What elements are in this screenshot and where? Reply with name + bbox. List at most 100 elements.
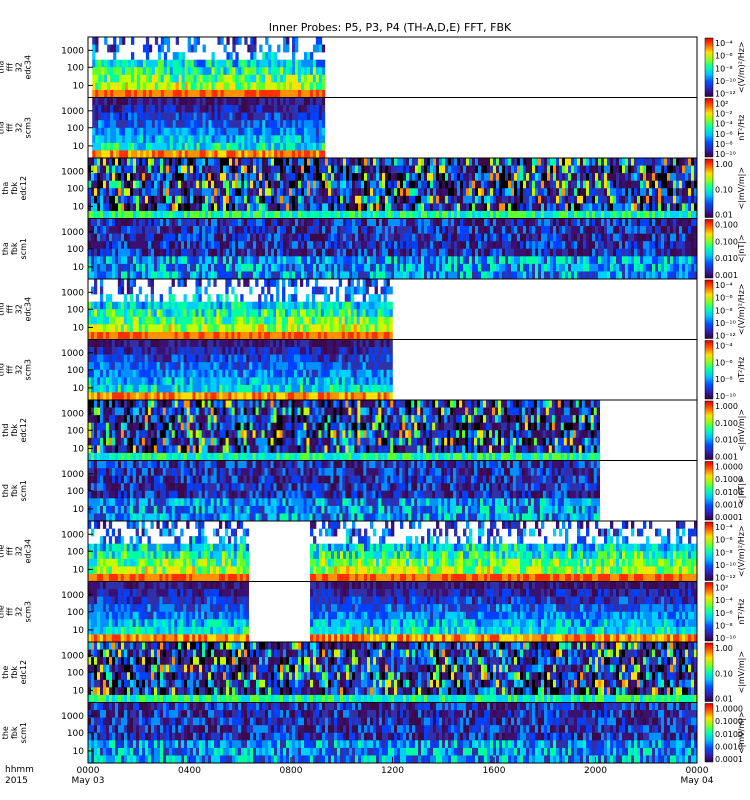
spectrogram-cell — [205, 74, 209, 83]
spectrogram-cell — [166, 105, 171, 113]
spectrogram-cell — [628, 248, 632, 257]
spectrogram-cell — [301, 210, 305, 219]
spectrogram-cell — [691, 188, 695, 197]
spectrogram-cell — [562, 241, 566, 250]
spectrogram-cell — [406, 195, 410, 204]
spectrogram-cell — [688, 173, 692, 181]
spectrogram-cell — [95, 150, 99, 159]
spectrogram-cell — [311, 324, 316, 333]
spectrogram-cell — [325, 173, 329, 181]
spectrogram-cell — [271, 142, 275, 151]
spectrogram-cell — [91, 203, 95, 212]
spectrogram-cell — [160, 203, 164, 212]
spectrogram-cell — [217, 158, 221, 166]
spectrogram-cell — [364, 195, 368, 204]
spectrogram-cell — [496, 226, 500, 234]
spectrogram-cell — [142, 271, 146, 280]
spectrogram-cell — [262, 59, 266, 68]
spectrogram-cell — [667, 180, 671, 189]
spectrogram-cell — [183, 324, 187, 333]
spectrogram-cell — [418, 188, 422, 197]
spectrogram-cell — [505, 263, 509, 272]
spectrogram-cell — [550, 248, 554, 257]
spectrogram-cell — [283, 271, 287, 280]
spectrogram-cell — [175, 89, 180, 98]
spectrogram-cell — [172, 173, 176, 181]
spectrogram-cell — [317, 331, 322, 340]
spectrogram-cell — [235, 59, 239, 68]
spectrogram-cell — [367, 158, 371, 166]
colorbar-tick-label: 1.00 — [715, 160, 733, 169]
spectrogram-cell — [229, 180, 233, 189]
spectrogram-cell — [145, 105, 150, 113]
spectrogram-cell — [550, 165, 554, 174]
spectrogram-cell — [232, 233, 236, 242]
spectrogram-cell — [310, 248, 314, 257]
spectrogram-cell — [538, 218, 542, 227]
spectrogram-cell — [253, 248, 257, 257]
spectrogram-cell — [175, 226, 179, 234]
spectrogram-cell — [574, 195, 578, 204]
spectrogram-cell — [430, 263, 434, 272]
spectrogram-cell — [232, 44, 236, 53]
spectrogram-cell — [273, 301, 277, 310]
spectrogram-cell — [190, 142, 194, 151]
spectrogram-cell — [547, 226, 551, 234]
spectrogram-cell — [673, 158, 677, 166]
spectrogram-cell — [138, 301, 143, 310]
spectrogram-cell — [661, 180, 665, 189]
spectrogram-cell — [100, 233, 104, 242]
spectrogram-cell — [439, 241, 443, 250]
spectrogram-cell — [128, 67, 132, 76]
spectrogram-cell — [361, 271, 365, 280]
spectrogram-cell — [250, 226, 254, 234]
spectrogram-cell — [622, 195, 626, 204]
spectrogram-cell — [415, 195, 419, 204]
spectrogram-cell — [205, 112, 209, 121]
spectrogram-cell — [253, 173, 257, 181]
spectrogram-cell — [289, 59, 293, 68]
spectrogram-cell — [305, 301, 310, 310]
spectrogram-cell — [313, 210, 317, 219]
spectrogram-cell — [136, 210, 140, 219]
spectrogram-cell — [174, 316, 178, 325]
spectrogram-cell — [487, 188, 491, 197]
spectrogram-cell — [322, 180, 326, 189]
spectrogram-cell — [517, 195, 521, 204]
spectrogram-cell — [96, 316, 101, 325]
spectrogram-cell — [610, 180, 614, 189]
spectrogram-cell — [151, 82, 156, 91]
spectrogram-cell — [297, 142, 302, 151]
spectrogram-cell — [214, 248, 218, 257]
spectrogram-cell — [673, 188, 677, 197]
spectrogram-cell — [196, 135, 200, 144]
spectrogram-cell — [553, 158, 557, 166]
spectrogram-cell — [157, 180, 161, 189]
spectrogram-cell — [241, 203, 245, 212]
spectrogram-cell — [631, 210, 635, 219]
panel-label-line: edc34 — [24, 55, 33, 80]
spectrogram-cell — [107, 97, 111, 106]
spectrogram-cell — [144, 331, 149, 340]
spectrogram-cell — [340, 241, 344, 250]
spectrogram-cell — [250, 52, 254, 60]
spectrogram-cell — [319, 195, 323, 204]
spectrogram-cell — [265, 263, 269, 272]
y-tick-label: 1000 — [61, 228, 84, 238]
spectrogram-cell — [271, 241, 275, 250]
spectrogram-cell — [295, 203, 299, 212]
spectrogram-cell — [181, 82, 185, 91]
spectrogram-cell — [95, 82, 99, 91]
spectrogram-cell — [163, 135, 168, 144]
spectrogram-cell — [652, 158, 656, 166]
spectrogram-cell — [258, 294, 262, 302]
spectrogram-cell — [162, 324, 166, 333]
spectrogram-cell — [628, 195, 632, 204]
spectrogram-cell — [238, 241, 242, 250]
spectrogram-cell — [234, 324, 238, 333]
spectrogram-cell — [112, 226, 116, 234]
spectrogram-cell — [304, 218, 308, 227]
spectrogram-cell — [481, 165, 485, 174]
spectrogram-cell — [475, 188, 479, 197]
